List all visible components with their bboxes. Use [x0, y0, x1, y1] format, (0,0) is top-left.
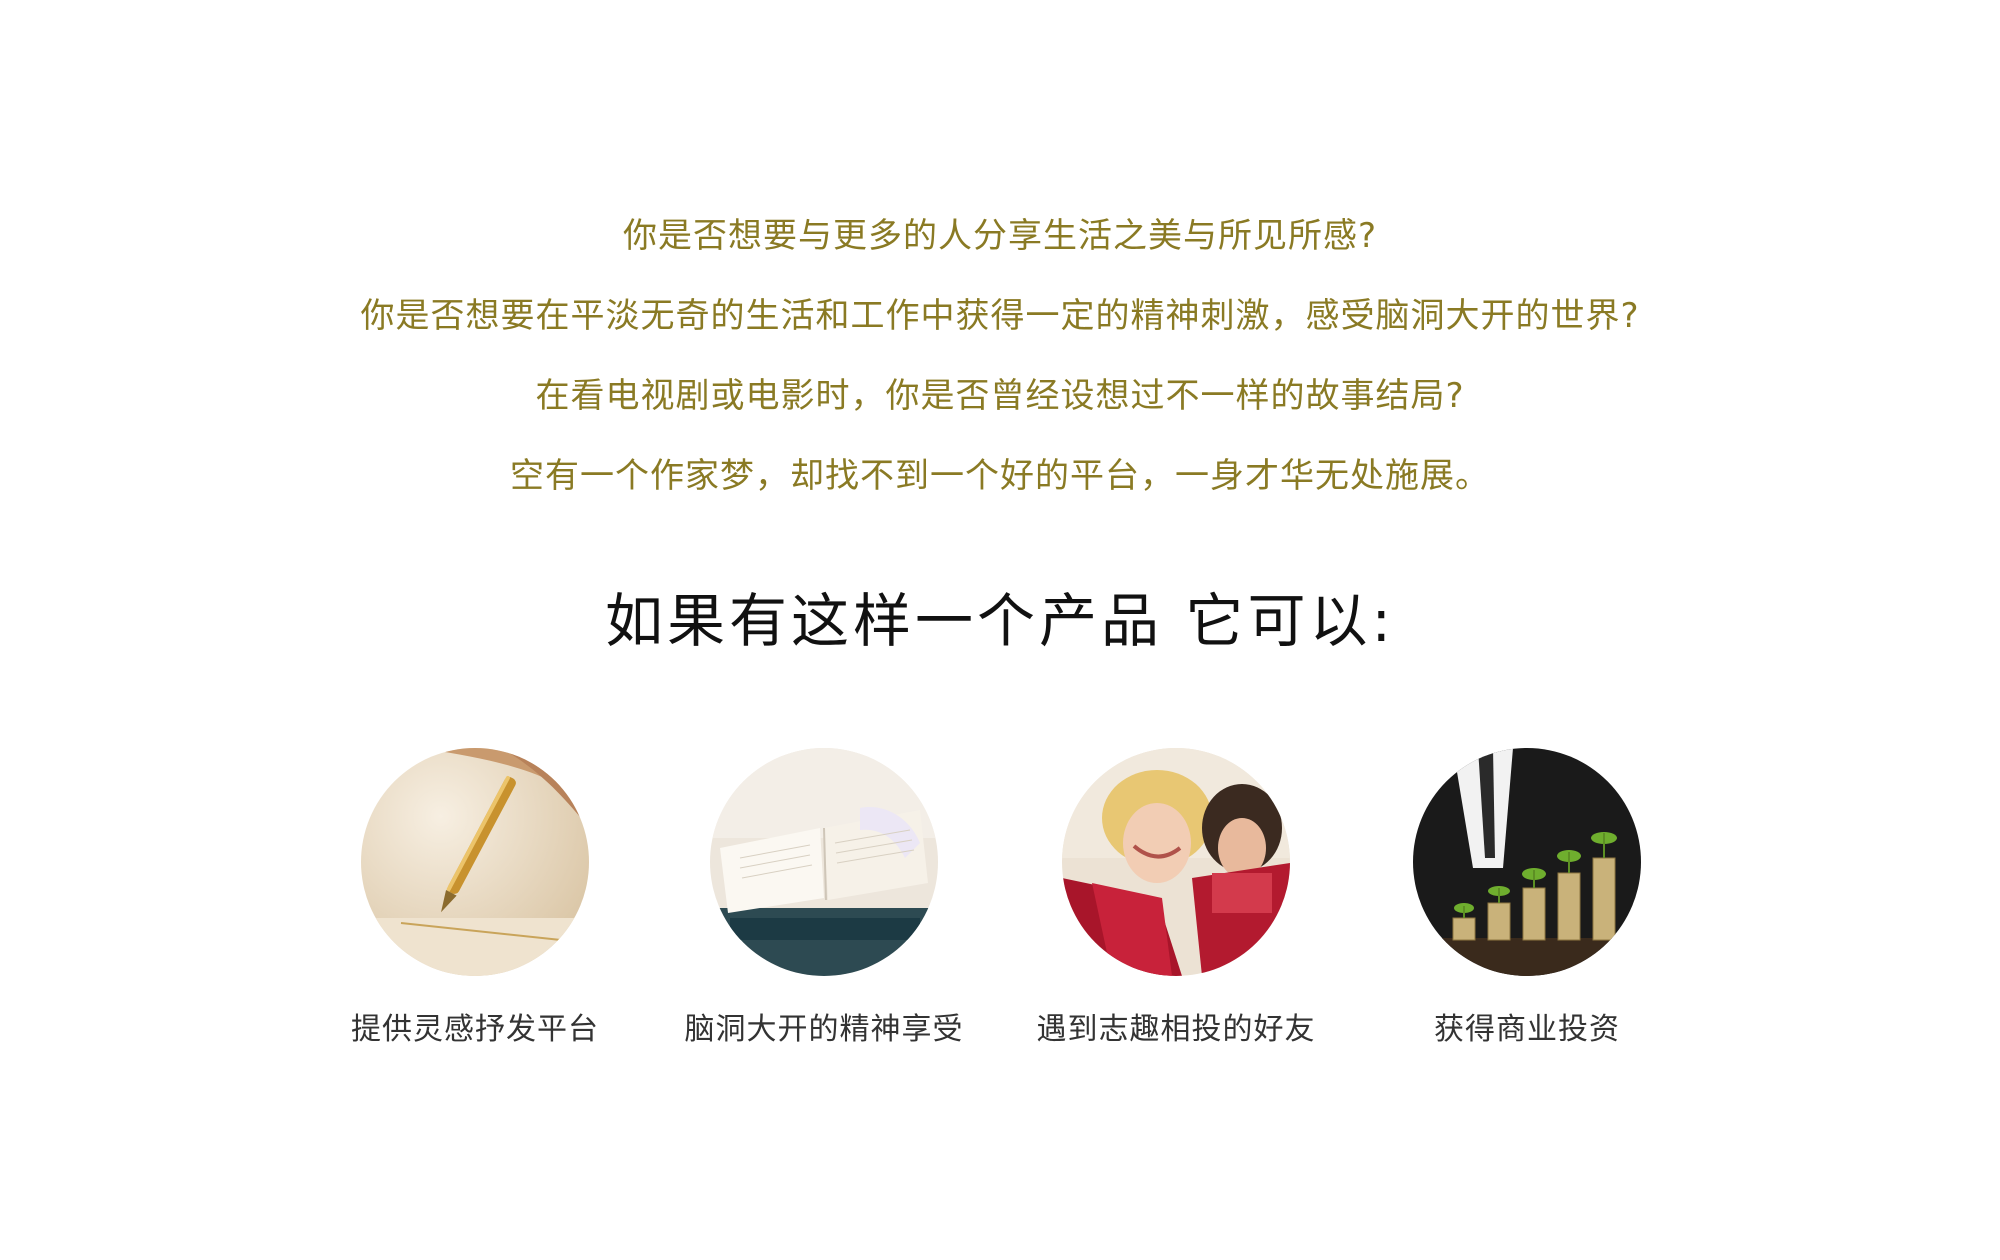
feature-label-mind-opening: 脑洞大开的精神享受	[684, 1012, 964, 1047]
feature-mind-opening: 脑洞大开的精神享受	[674, 748, 974, 1048]
feature-label-friends: 遇到志趣相投的好友	[1036, 1012, 1316, 1047]
feature-inspiration: 提供灵感抒发平台	[325, 748, 625, 1048]
intro-questions: 你是否想要与更多的人分享生活之美与所见所感? 你是否想要在平淡无奇的生活和工作中…	[0, 196, 2000, 516]
feature-investment: 获得商业投资	[1377, 748, 1677, 1048]
feature-list: 提供灵感抒发平台	[0, 748, 2000, 1048]
intro-line-3: 在看电视剧或电影时，你是否曾经设想过不一样的故事结局?	[535, 376, 1465, 416]
intro-line-4: 空有一个作家梦，却找不到一个好的平台，一身才华无处施展。	[510, 456, 1490, 496]
open-book-image	[710, 748, 938, 976]
feature-label-inspiration: 提供灵感抒发平台	[351, 1012, 599, 1047]
feature-label-investment: 获得商业投资	[1434, 1012, 1620, 1047]
intro-line-1: 你是否想要与更多的人分享生活之美与所见所感?	[622, 216, 1378, 256]
coins-plants-image	[1413, 748, 1641, 976]
intro-line-2: 你是否想要在平淡无奇的生活和工作中获得一定的精神刺激，感受脑洞大开的世界?	[360, 296, 1640, 336]
feature-friends: 遇到志趣相投的好友	[1026, 748, 1326, 1048]
women-reading-image	[1062, 748, 1290, 976]
headline: 如果有这样一个产品 它可以:	[605, 587, 1395, 655]
pen-writing-image	[361, 748, 589, 976]
